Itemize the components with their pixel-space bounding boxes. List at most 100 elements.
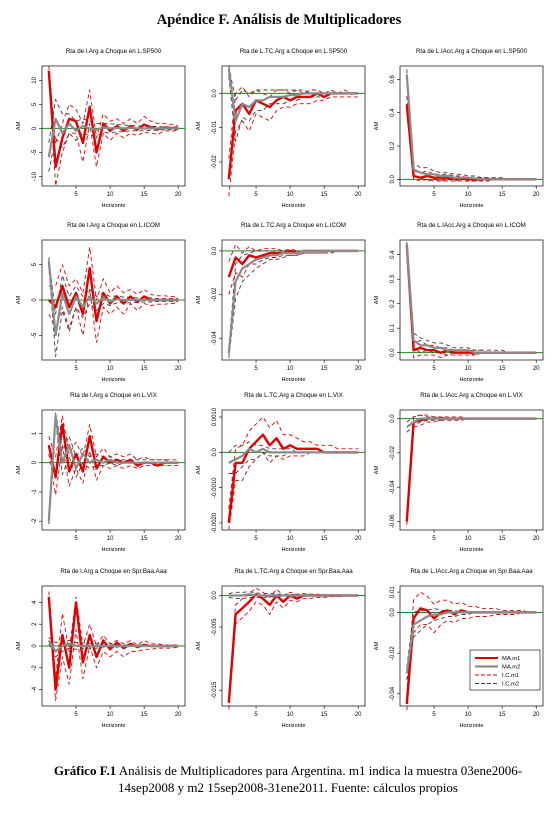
chart-panel-10: Rta de l.Arg a Choque en Spr.Baa.Aaa 5 10 1… — [16, 568, 186, 729]
chart-title: Rta de L.IAcc.Arg a Choque en L.SP500 — [416, 48, 528, 55]
series-line-i-c-m1 — [406, 112, 537, 182]
x-tick-label: 15 — [141, 712, 148, 718]
figure-caption: Gráfico F.1 Análisis de Multiplicadores … — [38, 762, 538, 796]
series-line-i-c-m2 — [406, 418, 537, 433]
legend-label: I.C.m2 — [502, 682, 519, 688]
x-tick-label: 15 — [321, 536, 328, 542]
y-tick-label: -0.04 — [390, 686, 396, 700]
y-axis-label: AM — [16, 641, 22, 650]
y-axis-label: AM — [196, 465, 202, 474]
y-tick-label: -0.02 — [212, 155, 218, 169]
x-tick-label: 5 — [254, 366, 258, 372]
x-tick-label: 5 — [432, 536, 436, 542]
y-tick-label: 4 — [32, 600, 38, 604]
chart-title: Rta de L.TC.Arg a Choque en L.VIX — [244, 392, 343, 399]
y-tick-label: 0.0 — [212, 591, 218, 600]
y-tick-label: 0.0 — [212, 89, 218, 98]
y-tick-label: -5 — [32, 332, 38, 338]
x-tick-label: 10 — [107, 192, 114, 198]
x-tick-label: 5 — [432, 366, 436, 372]
series-line-i-c-m1 — [48, 246, 179, 301]
y-tick-label: -0.005 — [212, 618, 218, 636]
y-axis-label: AM — [374, 121, 380, 130]
x-tick-label: 10 — [287, 366, 294, 372]
y-tick-label: 0 — [32, 298, 38, 302]
series-line-i-c-m1 — [228, 595, 359, 710]
y-tick-label: -0.015 — [212, 681, 218, 699]
plot-frame — [399, 409, 544, 531]
series-line-ma-m2 — [228, 593, 359, 597]
series-line-i-c-m2 — [48, 636, 179, 647]
y-tick-label: 0.2 — [390, 299, 396, 308]
y-tick-label: -0.01 — [212, 120, 218, 134]
x-tick-label: 20 — [533, 366, 540, 372]
plot-frame — [221, 239, 366, 361]
chart-title: Rta de L.TC.Arg a Choque en Spr.Baa.Aaa — [234, 568, 353, 575]
x-tick-label: 20 — [355, 536, 362, 542]
plot-frame — [399, 239, 544, 361]
series-line-i-c-m1 — [228, 451, 359, 531]
x-axis-label: Horizonte — [102, 547, 126, 553]
y-tick-label: 5 — [32, 262, 38, 266]
series-line-i-c-m2 — [406, 79, 537, 182]
plot-frame — [221, 585, 366, 707]
x-axis-label: Horizonte — [102, 723, 126, 729]
series-line-i-c-m1 — [406, 249, 537, 359]
x-axis-label: Horizonte — [102, 377, 126, 383]
x-tick-label: 20 — [175, 536, 182, 542]
chart-panel-2: Rta de L.TC.Arg a Choque en L.SP500 5 10 15… — [196, 48, 366, 209]
series-line-ma-m1 — [405, 244, 537, 354]
series-line-i-c-m2 — [48, 129, 179, 172]
legend-label: I.C.m1 — [502, 673, 519, 679]
x-tick-label: 20 — [533, 536, 540, 542]
y-tick-label: -10 — [32, 171, 38, 180]
series-line-i-c-m1 — [406, 95, 537, 180]
x-tick-label: 15 — [499, 366, 506, 372]
y-tick-label: -0.0020 — [212, 512, 218, 533]
chart-panel-8: Rta de L.TC.Arg a Choque en L.VIX 5 10 15 20… — [196, 392, 366, 553]
series-line-i-c-m2 — [228, 250, 359, 358]
x-tick-label: 10 — [107, 712, 114, 718]
series-line-ma-m2 — [405, 611, 537, 674]
series-line-ma-m2 — [47, 414, 179, 522]
y-tick-label: 0 — [32, 460, 38, 464]
x-axis-label: Horizonte — [282, 723, 306, 729]
series-line-i-c-m2 — [228, 76, 359, 142]
plot-frame — [41, 65, 186, 187]
chart-title: Rta de L.IAcc.Arg a Choque en L.ICOM — [417, 222, 526, 229]
y-tick-label: -2 — [32, 518, 38, 524]
series-line-i-c-m1 — [228, 86, 359, 159]
y-axis-label: AM — [16, 295, 22, 304]
series-line-i-c-m2 — [406, 242, 537, 354]
y-axis-label: AM — [196, 641, 202, 650]
series-line-i-c-m1 — [406, 414, 537, 519]
x-tick-label: 15 — [141, 192, 148, 198]
x-tick-label: 20 — [175, 192, 182, 198]
x-axis-label: Horizonte — [460, 723, 484, 729]
x-tick-label: 20 — [175, 712, 182, 718]
x-tick-label: 20 — [533, 192, 540, 198]
series-line-i-c-m2 — [406, 247, 537, 356]
y-tick-label: -0.02 — [212, 287, 218, 301]
y-tick-label: 2 — [32, 622, 38, 626]
y-tick-label: 0.0 — [212, 448, 218, 457]
y-tick-label: 0.1 — [390, 323, 396, 332]
y-tick-label: 0.0 — [390, 608, 396, 617]
series-line-i-c-m1 — [406, 611, 537, 711]
chart-panel-3: Rta de L.IAcc.Arg a Choque en L.SP500 5 10… — [374, 48, 544, 209]
series-line-ma-m2 — [405, 74, 537, 181]
y-axis-label: AM — [16, 465, 22, 474]
y-tick-label: 0.0 — [390, 175, 396, 184]
x-tick-label: 15 — [321, 712, 328, 718]
x-tick-label: 15 — [141, 366, 148, 372]
series-line-ma-m2 — [47, 639, 179, 653]
x-axis-label: Horizonte — [460, 547, 484, 553]
series-line-i-c-m1 — [406, 591, 537, 694]
plot-frame — [399, 65, 544, 187]
series-line-ma-m1 — [47, 423, 179, 479]
series-line-i-c-m1 — [228, 96, 359, 197]
x-tick-label: 5 — [432, 192, 436, 198]
series-line-i-c-m1 — [406, 418, 537, 525]
y-tick-label: -0.02 — [390, 646, 396, 660]
y-axis-label: AM — [196, 295, 202, 304]
